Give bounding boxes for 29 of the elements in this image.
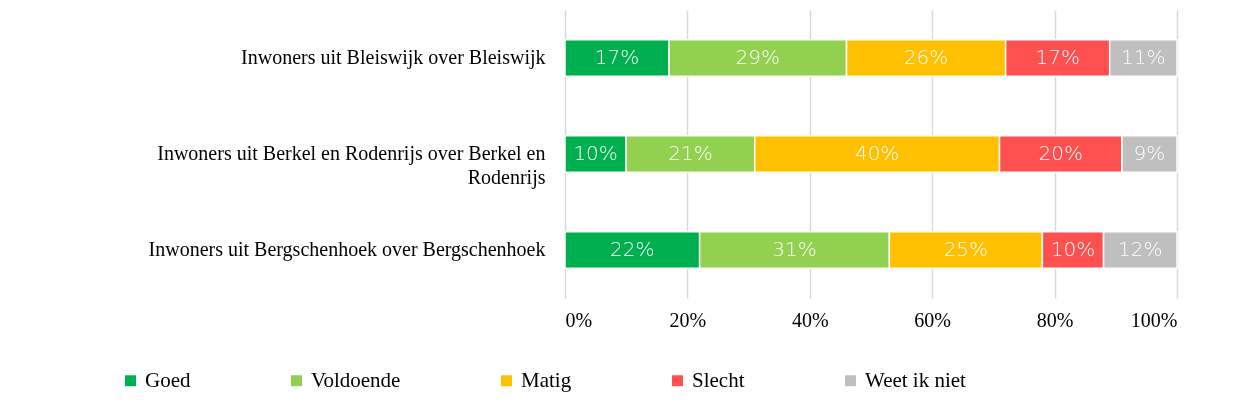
y-tick-label: Inwoners uit Berkel en Rodenrijs over Berkel en Rodenrijs: [157, 142, 546, 189]
data-label: 10%: [573, 141, 618, 165]
data-label: 12%: [1118, 237, 1163, 261]
data-label: 25%: [943, 237, 989, 261]
data-label: 9%: [1133, 141, 1166, 165]
x-tick-label: 20%: [669, 308, 707, 331]
data-label: 26%: [903, 45, 949, 69]
x-tick-label: 60%: [914, 308, 952, 331]
legend-label: Slecht: [692, 367, 745, 392]
data-label: 22%: [610, 237, 655, 261]
legend-label: Weet ik niet: [865, 367, 967, 392]
x-tick-label: 100%: [1130, 308, 1178, 331]
legend-label: Goed: [145, 367, 191, 392]
data-label: 10%: [1050, 237, 1096, 261]
data-label: 29%: [735, 45, 781, 69]
legend-label: Voldoende: [311, 367, 401, 392]
data-label: 31%: [772, 237, 817, 261]
y-tick-label: Inwoners uit Bleiswijk over Bleiswijk: [241, 46, 546, 69]
x-tick-label: 0%: [565, 308, 593, 331]
x-tick-label: 40%: [791, 308, 829, 331]
data-label: 21%: [668, 141, 713, 165]
data-label: 17%: [1035, 45, 1080, 69]
data-label: 40%: [854, 141, 900, 165]
data-label: 17%: [594, 45, 640, 69]
y-tick-label: Inwoners uit Bergschenhoek over Bergschenhoek: [148, 238, 546, 261]
x-tick-label: 80%: [1036, 308, 1074, 331]
data-label: 20%: [1038, 141, 1083, 165]
legend-label: Matig: [521, 367, 572, 392]
data-label: 11%: [1121, 45, 1166, 69]
